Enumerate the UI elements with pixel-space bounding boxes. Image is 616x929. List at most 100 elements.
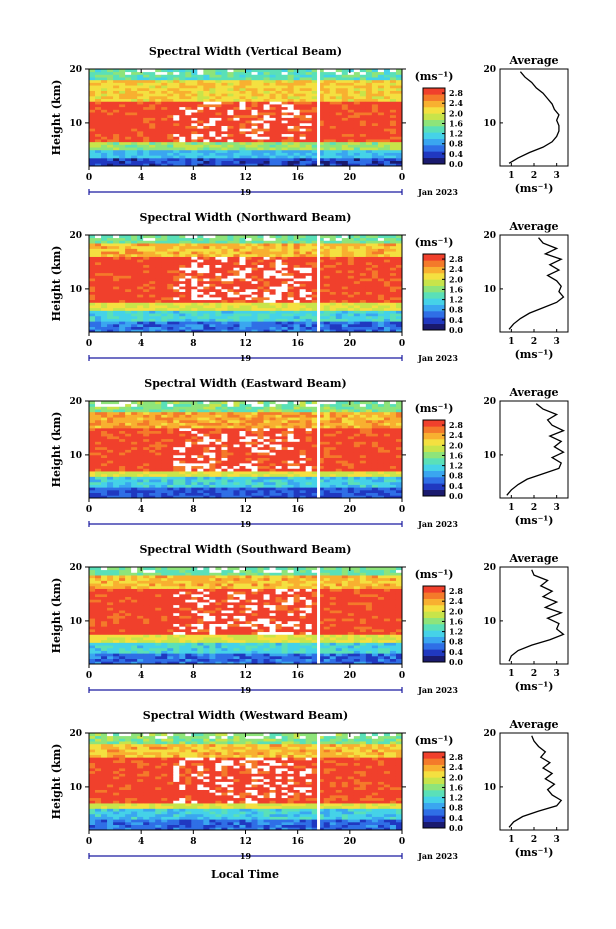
heatmap-cell (137, 259, 144, 263)
heatmap-cell (173, 243, 180, 247)
heatmap-cell (203, 417, 210, 421)
heatmap-cell (251, 240, 258, 244)
heatmap-cell (209, 414, 216, 418)
heatmap-cell (275, 141, 283, 145)
heatmap-cell (227, 117, 234, 121)
heatmap-cell (287, 240, 295, 244)
heatmap-cell (365, 245, 373, 249)
heatmap-cell (197, 152, 204, 156)
heatmap-cell (323, 315, 331, 319)
heatmap-cell (125, 74, 132, 78)
heatmap-cell (245, 120, 252, 124)
heatmap-cell (395, 288, 403, 292)
heatmap-cell (263, 449, 270, 453)
heatmap-cell (119, 471, 126, 475)
heatmap-cell (365, 275, 373, 279)
heatmap-cell (233, 307, 240, 311)
heatmap-cell (191, 278, 198, 282)
heatmap-cell (263, 288, 270, 292)
heatmap-cell (347, 130, 355, 135)
heatmap-cell (311, 270, 319, 274)
heatmap-cell (383, 272, 391, 276)
heatmap-cell (209, 286, 216, 290)
heatmap-cell (329, 90, 337, 94)
heatmap-cell (227, 441, 234, 445)
heatmap-cell (89, 144, 96, 148)
heatmap-cell (167, 492, 174, 496)
heatmap-cell (287, 259, 295, 263)
heatmap-cell (179, 489, 186, 494)
heatmap-cell (251, 433, 258, 437)
heatmap-cell (197, 101, 204, 105)
heatmap-cell (347, 95, 355, 100)
heatmap-cell (179, 288, 186, 292)
heatmap-cell (131, 487, 138, 491)
heatmap-cell (245, 425, 252, 429)
heatmap-cell (335, 79, 343, 83)
heatmap-cell (125, 240, 132, 244)
heatmap-cell (89, 101, 96, 105)
heatmap-cell (131, 409, 138, 413)
heatmap-cell (221, 139, 228, 143)
heatmap-cell (389, 264, 397, 268)
heatmap-cell (239, 243, 246, 247)
heatmap-cell (293, 288, 301, 292)
heatmap-cell (323, 106, 331, 110)
heatmap-cell (137, 163, 144, 167)
heatmap-cell (185, 481, 192, 485)
heatmap-cell (209, 299, 216, 303)
heatmap-cell (245, 446, 252, 450)
heatmap-cell (251, 305, 258, 309)
heatmap-cell (239, 120, 246, 124)
heatmap-cell (275, 283, 283, 287)
heatmap-cell (377, 133, 385, 137)
heatmap-cell (335, 104, 343, 108)
heatmap-cell (311, 120, 319, 124)
heatmap-cell (107, 155, 114, 159)
heatmap-cell (155, 152, 162, 156)
heatmap-cell (245, 144, 252, 148)
heatmap-cell (209, 401, 216, 405)
heatmap-cell (281, 264, 289, 268)
heatmap-cell (215, 286, 222, 290)
heatmap-cell (383, 136, 391, 140)
heatmap-cell (89, 329, 96, 333)
heatmap-cell (353, 251, 361, 255)
heatmap-cell (173, 288, 180, 292)
heatmap-cell (365, 313, 373, 317)
heatmap-cell (245, 409, 252, 413)
heatmap-cell (131, 484, 138, 488)
heatmap-cell (191, 251, 198, 255)
heatmap-cell (389, 299, 397, 303)
heatmap-cell (179, 305, 186, 309)
heatmap-cell (299, 323, 307, 328)
heatmap-cell (293, 275, 301, 279)
heatmap-cell (239, 71, 246, 75)
heatmap-cell (335, 139, 343, 143)
heatmap-cell (197, 321, 204, 325)
heatmap-cell (95, 468, 102, 472)
heatmap-cell (191, 460, 198, 464)
heatmap-cell (185, 299, 192, 303)
heatmap-cell (359, 280, 367, 284)
heatmap-cell (119, 299, 126, 303)
heatmap-cell (113, 457, 120, 461)
heatmap-cell (239, 310, 246, 314)
heatmap-cell (197, 77, 204, 81)
heatmap-cell (95, 275, 102, 279)
heatmap-cell (215, 270, 222, 274)
heatmap-cell (335, 291, 343, 295)
heatmap-cell (149, 128, 156, 132)
heatmap-cell (203, 465, 210, 469)
heatmap-cell (239, 101, 246, 105)
heatmap-cell (101, 411, 108, 415)
heatmap-cell (197, 163, 204, 167)
heatmap-cell (131, 438, 138, 442)
heatmap-cell (311, 329, 319, 333)
heatmap-cell (89, 157, 96, 162)
heatmap-cell (167, 436, 174, 440)
heatmap-cell (275, 85, 283, 89)
heatmap-cell (245, 329, 252, 333)
heatmap-cell (155, 101, 162, 105)
heatmap-cell (221, 457, 228, 461)
